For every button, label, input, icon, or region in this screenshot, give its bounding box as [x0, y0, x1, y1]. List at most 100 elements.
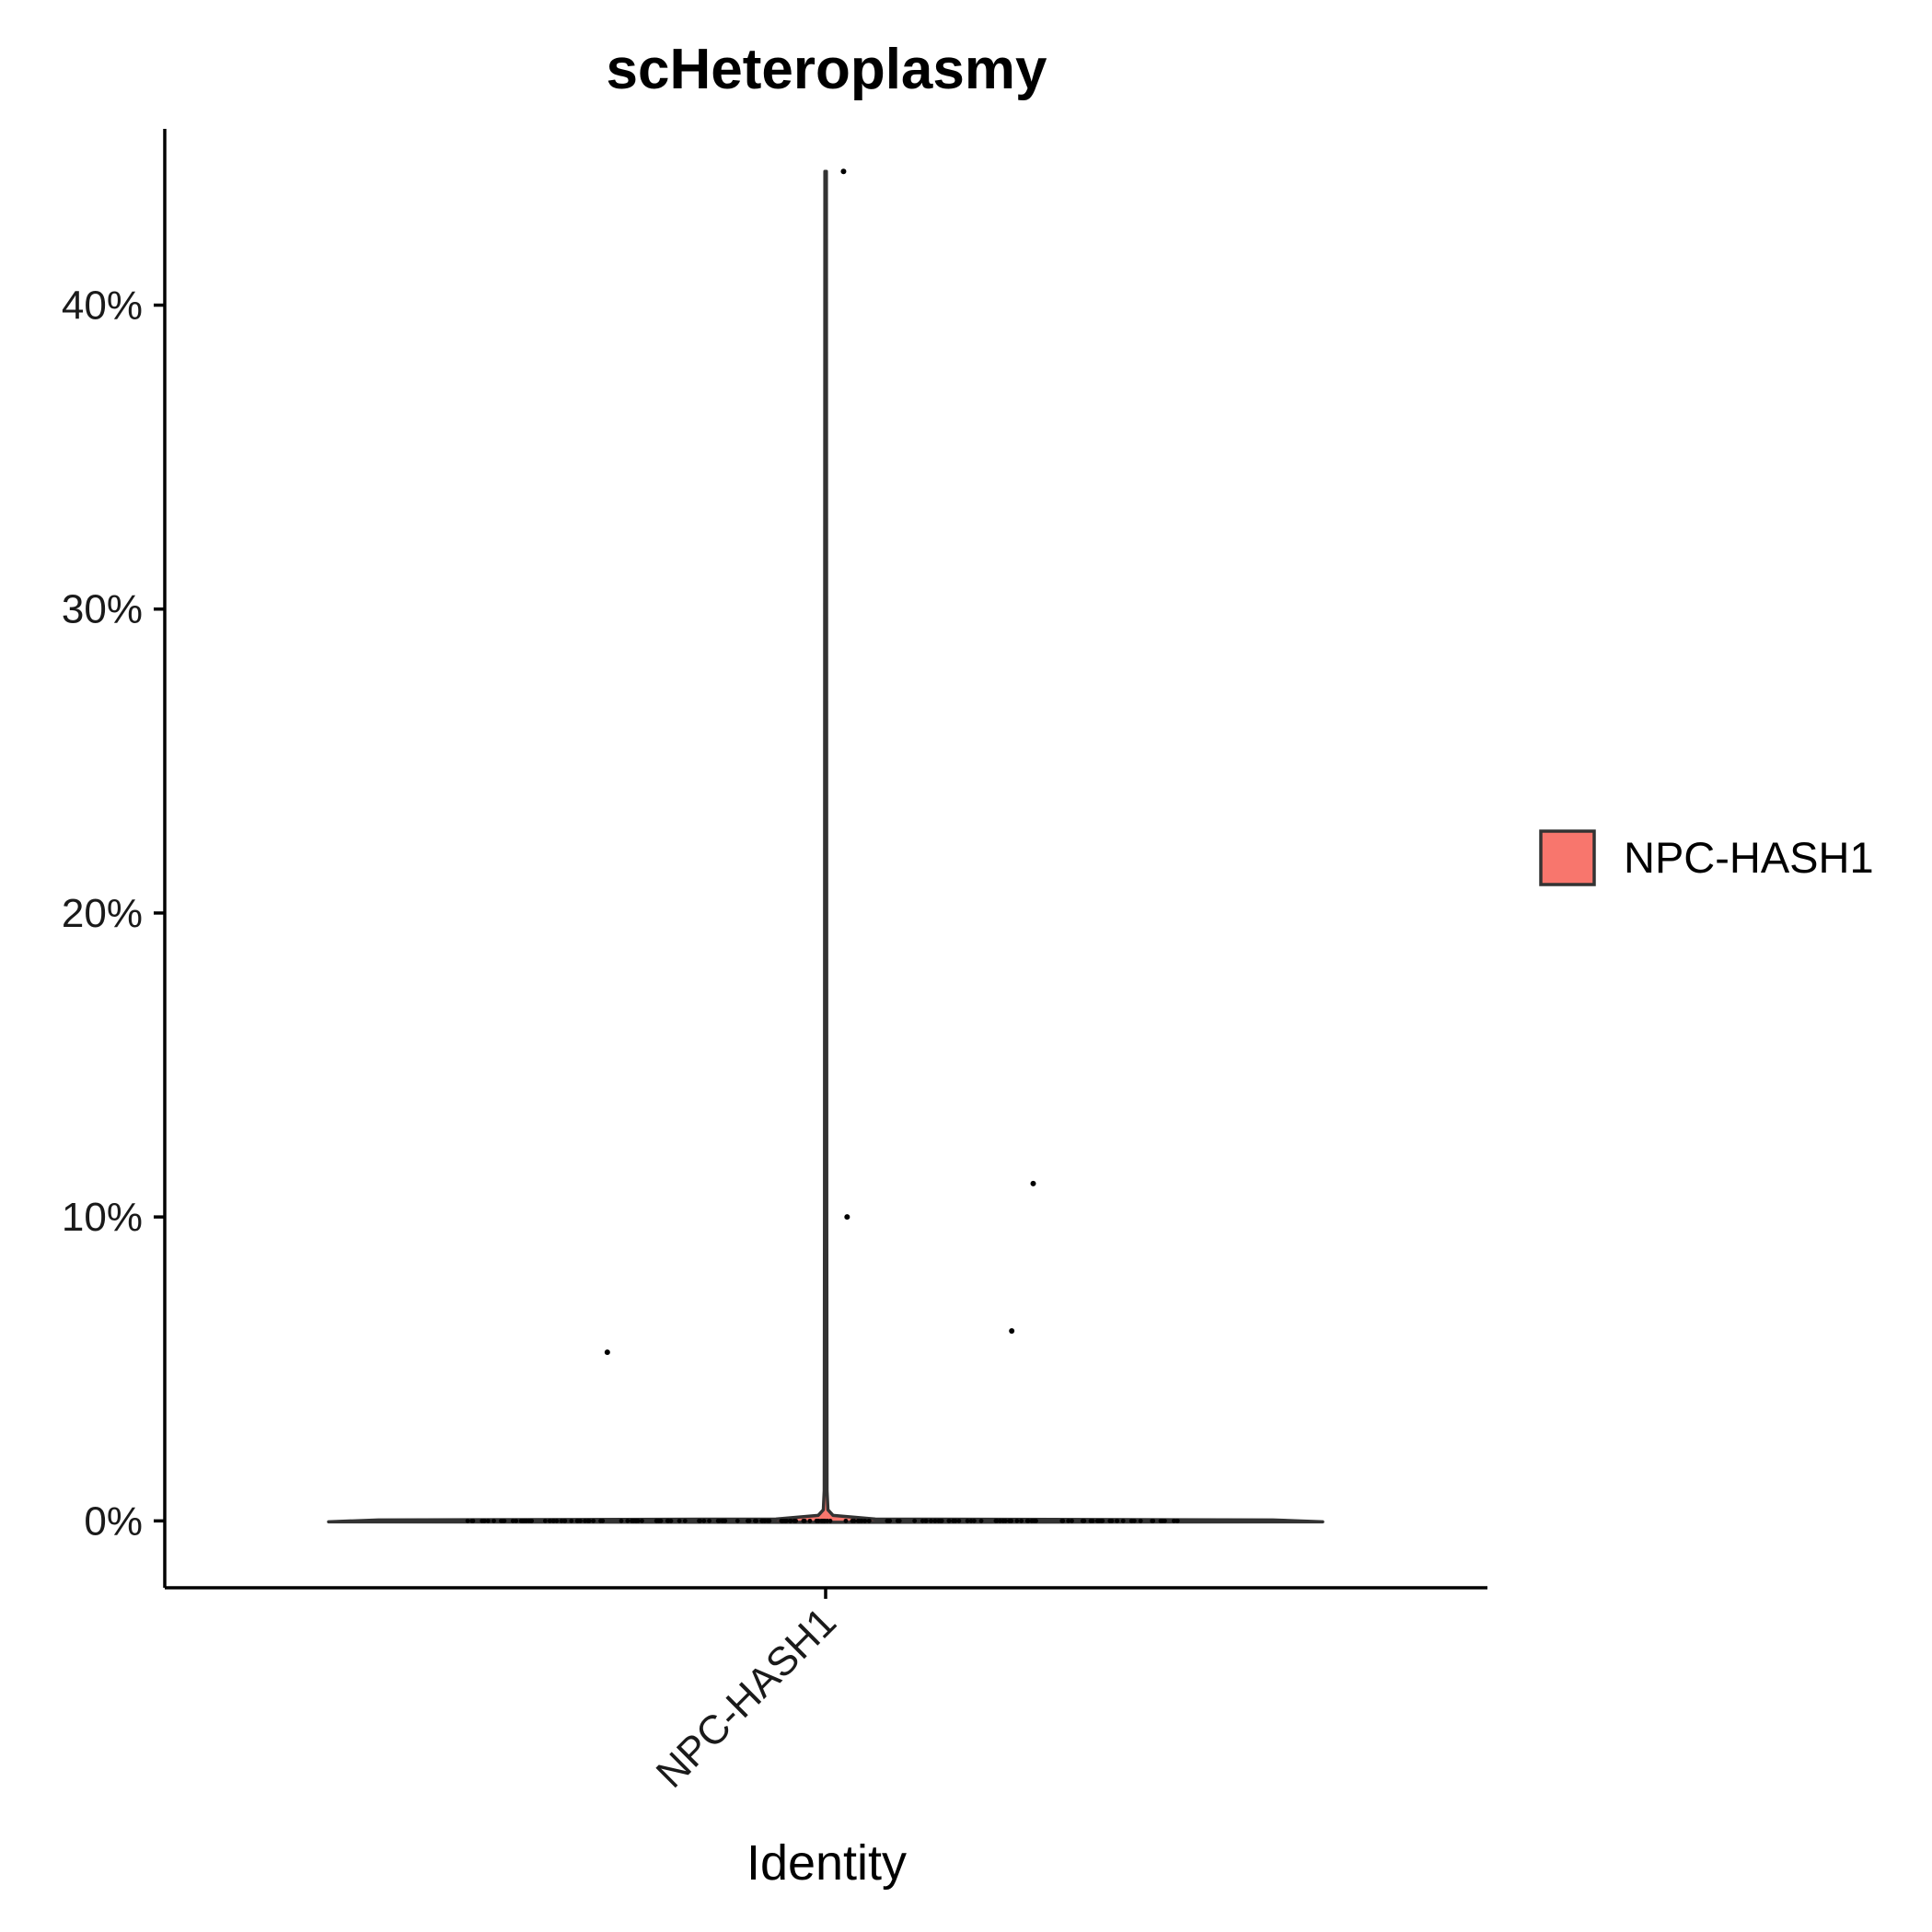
legend: NPC-HASH1	[1539, 829, 1874, 886]
data-point	[885, 1518, 891, 1523]
data-point	[825, 1518, 830, 1523]
data-point	[1002, 1518, 1008, 1523]
data-point	[598, 1518, 603, 1523]
data-point	[932, 1518, 938, 1523]
data-point	[946, 1518, 952, 1523]
data-point	[968, 1518, 974, 1523]
data-point	[485, 1518, 491, 1523]
data-point	[735, 1518, 740, 1523]
point-layer	[465, 168, 1180, 1523]
data-point	[723, 1518, 727, 1523]
data-point	[862, 1518, 868, 1523]
data-point	[994, 1518, 1000, 1523]
data-point	[1070, 1518, 1074, 1523]
chart-title: scHeteroplasmy	[606, 38, 1047, 101]
data-point	[697, 1518, 701, 1523]
data-point	[788, 1518, 793, 1523]
data-point	[965, 1518, 970, 1523]
data-point	[682, 1518, 688, 1523]
data-point	[701, 1518, 707, 1523]
data-point	[1120, 1518, 1126, 1523]
data-point	[1096, 1518, 1102, 1523]
legend-label: NPC-HASH1	[1624, 833, 1874, 882]
data-point	[619, 1518, 624, 1523]
data-point	[583, 1518, 588, 1523]
y-tick-label: 40%	[62, 283, 143, 329]
data-point	[866, 1518, 872, 1523]
y-tick-label: 30%	[62, 587, 143, 632]
data-point	[1066, 1518, 1071, 1523]
data-point	[562, 1518, 568, 1523]
data-point	[1115, 1518, 1120, 1523]
data-point	[591, 1518, 596, 1523]
y-tick-label: 10%	[62, 1195, 143, 1240]
data-point	[524, 1518, 529, 1523]
data-point	[844, 1214, 850, 1221]
data-point	[912, 1518, 918, 1523]
data-point	[1029, 1518, 1035, 1523]
data-point	[1151, 1518, 1156, 1523]
data-point	[851, 1518, 857, 1523]
data-point	[1163, 1518, 1167, 1523]
data-point	[575, 1518, 581, 1523]
data-point	[762, 1518, 768, 1523]
data-point	[815, 1518, 820, 1523]
data-point	[745, 1518, 750, 1523]
data-point	[1100, 1518, 1105, 1523]
data-point	[801, 1518, 806, 1523]
data-point	[855, 1518, 861, 1523]
data-point	[767, 1518, 772, 1523]
data-point	[630, 1518, 635, 1523]
data-point	[978, 1518, 984, 1523]
data-point	[715, 1518, 721, 1523]
data-point	[951, 1518, 956, 1523]
data-point	[559, 1518, 564, 1523]
data-point	[550, 1518, 556, 1523]
data-point	[554, 1518, 560, 1523]
data-point	[480, 1518, 485, 1523]
data-point	[677, 1518, 682, 1523]
data-point	[821, 1518, 827, 1523]
data-point	[929, 1518, 933, 1523]
data-point	[1131, 1518, 1137, 1523]
data-point	[1014, 1518, 1020, 1523]
x-axis-ticks: NPC-HASH1	[648, 1588, 845, 1797]
data-point	[920, 1518, 925, 1523]
data-point	[793, 1518, 798, 1523]
x-tick-label: NPC-HASH1	[648, 1599, 845, 1796]
data-point	[754, 1518, 759, 1523]
data-point	[1025, 1518, 1031, 1523]
data-point	[625, 1518, 631, 1523]
data-point	[1007, 1518, 1012, 1523]
data-point	[1172, 1518, 1176, 1523]
data-point	[510, 1518, 515, 1523]
data-point	[956, 1518, 962, 1523]
y-axis-ticks: 0% 10% 20% 30% 40%	[62, 283, 165, 1544]
x-axis-title: Identity	[746, 1835, 907, 1891]
data-point	[640, 1518, 644, 1523]
data-point	[840, 168, 847, 175]
data-point	[656, 1518, 662, 1523]
data-point	[1059, 1518, 1065, 1523]
data-point	[1174, 1518, 1180, 1523]
violin-layer	[327, 169, 1325, 1524]
data-point	[1019, 1518, 1024, 1523]
y-tick-label: 20%	[62, 891, 143, 936]
data-point	[499, 1518, 503, 1523]
violin-npc-hash1	[327, 169, 1325, 1524]
data-point	[518, 1518, 524, 1523]
data-point	[569, 1518, 574, 1523]
data-point	[1109, 1518, 1115, 1523]
plot-area: 0% 10% 20% 30% 40% NPC-HASH1	[62, 129, 1487, 1797]
data-point	[1138, 1518, 1143, 1523]
data-point	[502, 1518, 507, 1523]
data-point	[707, 1518, 711, 1523]
data-point	[492, 1518, 496, 1523]
data-point	[1082, 1518, 1087, 1523]
data-point	[665, 1518, 670, 1523]
data-point	[895, 1518, 900, 1523]
data-point	[1009, 1327, 1015, 1334]
data-point	[470, 1518, 476, 1523]
data-point	[465, 1518, 470, 1523]
